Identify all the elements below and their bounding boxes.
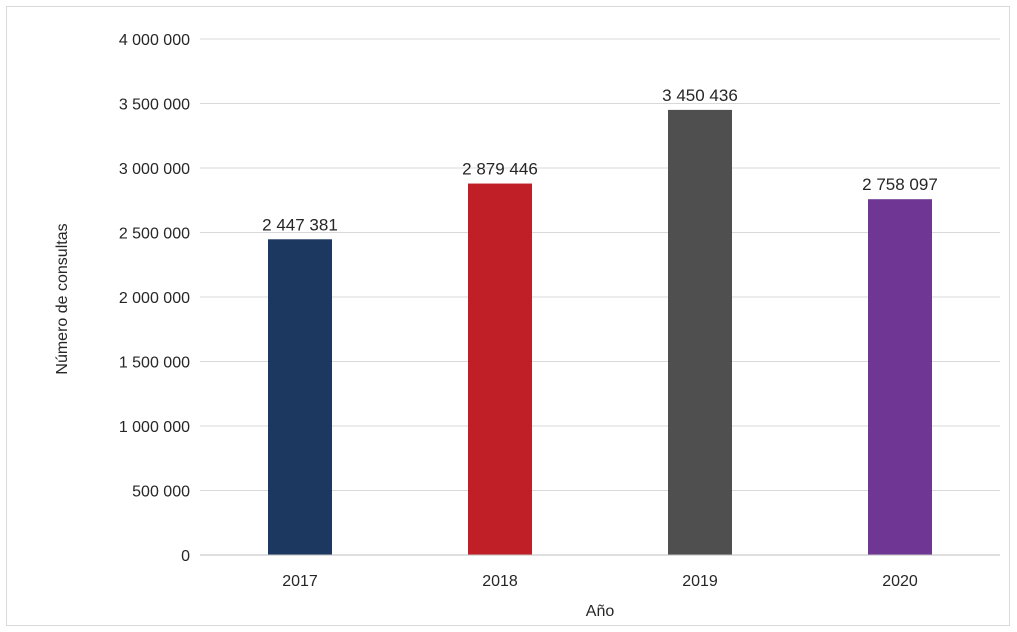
bar-2017 (268, 239, 332, 555)
x-tick-label: 2018 (482, 573, 518, 590)
y-tick-label: 1 000 000 (119, 419, 190, 436)
x-axis-ticks: 2017 2018 2019 2020 (282, 573, 918, 590)
x-tick-label: 2017 (282, 573, 318, 590)
data-label-2019: 3 450 436 (662, 86, 738, 105)
data-labels: 2 447 381 2 879 446 3 450 436 2 758 097 (262, 86, 938, 234)
bar-2020 (868, 199, 932, 555)
x-tick-label: 2019 (682, 573, 718, 590)
y-tick-label: 2 000 000 (119, 290, 190, 307)
bar-2018 (468, 184, 532, 555)
y-tick-label: 0 (181, 548, 190, 565)
y-axis-title: Número de consultas (54, 223, 71, 374)
bars (268, 110, 932, 555)
x-axis-title: Año (586, 603, 615, 620)
y-tick-label: 4 000 000 (119, 32, 190, 49)
data-label-2018: 2 879 446 (462, 160, 538, 179)
y-tick-label: 500 000 (132, 484, 190, 501)
y-tick-label: 3 000 000 (119, 161, 190, 178)
data-label-2017: 2 447 381 (262, 215, 338, 234)
x-tick-label: 2020 (882, 573, 918, 590)
bar-2019 (668, 110, 732, 555)
y-tick-label: 1 500 000 (119, 355, 190, 372)
y-axis-ticks: 0 500 000 1 000 000 1 500 000 2 000 000 2 500… (119, 32, 190, 565)
y-tick-label: 3 500 000 (119, 97, 190, 114)
data-label-2020: 2 758 097 (862, 175, 938, 194)
y-tick-label: 2 500 000 (119, 226, 190, 243)
